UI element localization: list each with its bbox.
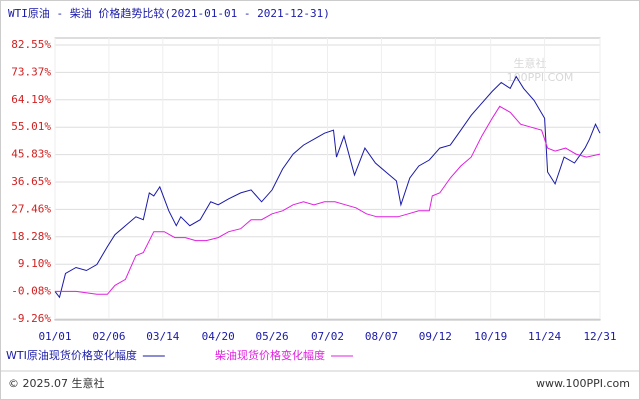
x-tick-label: 12/31: [583, 330, 616, 343]
y-tick-label: 36.65%: [11, 175, 51, 188]
x-tick-label: 01/01: [38, 330, 71, 343]
footer-left: © 2025.07 生意社: [8, 376, 104, 390]
legend-label: WTI原油现货价格变化幅度: [6, 348, 137, 362]
x-tick-label: 08/07: [365, 330, 398, 343]
watermark-sub: 100PPI.COM: [507, 71, 574, 84]
chart-title: WTI原油 - 柴油 价格趋势比较(2021-01-01 - 2021-12-3…: [8, 6, 330, 20]
y-tick-label: 45.83%: [11, 148, 51, 161]
x-tick-label: 11/24: [528, 330, 561, 343]
x-tick-label: 02/06: [92, 330, 125, 343]
x-tick-label: 07/02: [311, 330, 344, 343]
y-tick-label: 18.28%: [11, 230, 51, 243]
x-tick-label: 03/14: [146, 330, 179, 343]
y-tick-label: 55.01%: [11, 120, 51, 133]
series-line: [54, 75, 601, 299]
x-tick-label: 05/26: [256, 330, 289, 343]
y-tick-label: -0.08%: [11, 285, 51, 298]
y-tick-label: 27.46%: [11, 202, 51, 215]
x-tick-label: 10/19: [474, 330, 507, 343]
y-tick-label: 82.55%: [11, 38, 51, 51]
series-line: [55, 105, 601, 295]
y-tick-label: 64.19%: [11, 93, 51, 106]
legend-label: 柴油现货价格变化幅度: [215, 348, 325, 362]
footer-right: www.100PPI.com: [536, 377, 630, 390]
x-tick-label: 09/12: [419, 330, 452, 343]
y-tick-label: 73.37%: [11, 65, 51, 78]
x-tick-label: 04/20: [202, 330, 235, 343]
y-tick-label: 9.10%: [18, 257, 51, 270]
y-tick-label: -9.26%: [11, 312, 51, 325]
watermark: 生意社: [514, 56, 547, 70]
